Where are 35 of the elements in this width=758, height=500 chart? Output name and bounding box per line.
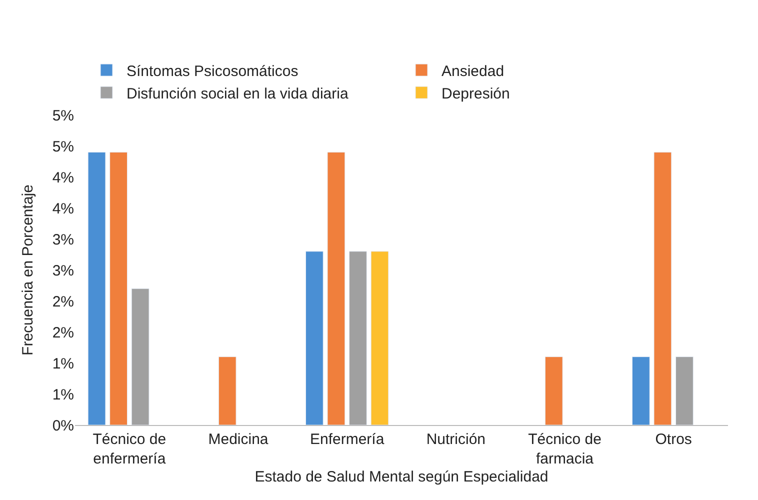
bar <box>305 251 324 425</box>
bar <box>632 356 650 425</box>
bar <box>654 152 672 425</box>
x-tick-label: Medicina <box>208 431 269 448</box>
bar <box>131 288 150 425</box>
y-tick-label: 5% <box>52 138 74 156</box>
legend-label: Depresión <box>442 85 510 102</box>
legend-label: Ansiedad <box>442 62 504 80</box>
bar <box>544 356 563 425</box>
y-tick-label: 1% <box>52 386 74 404</box>
y-tick-label: 2% <box>52 293 74 310</box>
legend-label: Disfunción social en la vida diaria <box>126 85 349 102</box>
x-axis-title: Estado de Salud Mental según Especialidad <box>254 468 548 486</box>
bar <box>349 251 367 425</box>
bar <box>218 356 236 425</box>
bar <box>370 251 389 425</box>
legend-label: Síntomas Psicosomáticos <box>126 62 298 80</box>
y-tick-label: 4% <box>52 200 74 218</box>
y-tick-label: 5% <box>52 107 74 124</box>
x-tick-label: Otros <box>655 431 692 448</box>
y-tick-label: 3% <box>52 231 74 248</box>
y-tick-label: 0% <box>52 417 74 434</box>
bar <box>110 152 128 425</box>
x-tick-label: Técnico de farmacia <box>528 431 602 468</box>
x-tick-label: Enfermería <box>310 431 385 448</box>
bar <box>88 152 106 425</box>
y-tick-label: 4% <box>52 169 74 186</box>
x-tick-label: Nutrición <box>426 431 486 448</box>
y-tick-label: 3% <box>52 262 74 280</box>
bar <box>676 356 694 425</box>
y-axis-title: Frecuencia en Porcentaje <box>20 184 37 356</box>
x-tick-label: Técnico de enfermería <box>92 431 166 468</box>
bar <box>327 152 346 425</box>
y-tick-label: 2% <box>52 324 74 342</box>
y-tick-label: 1% <box>52 355 74 372</box>
